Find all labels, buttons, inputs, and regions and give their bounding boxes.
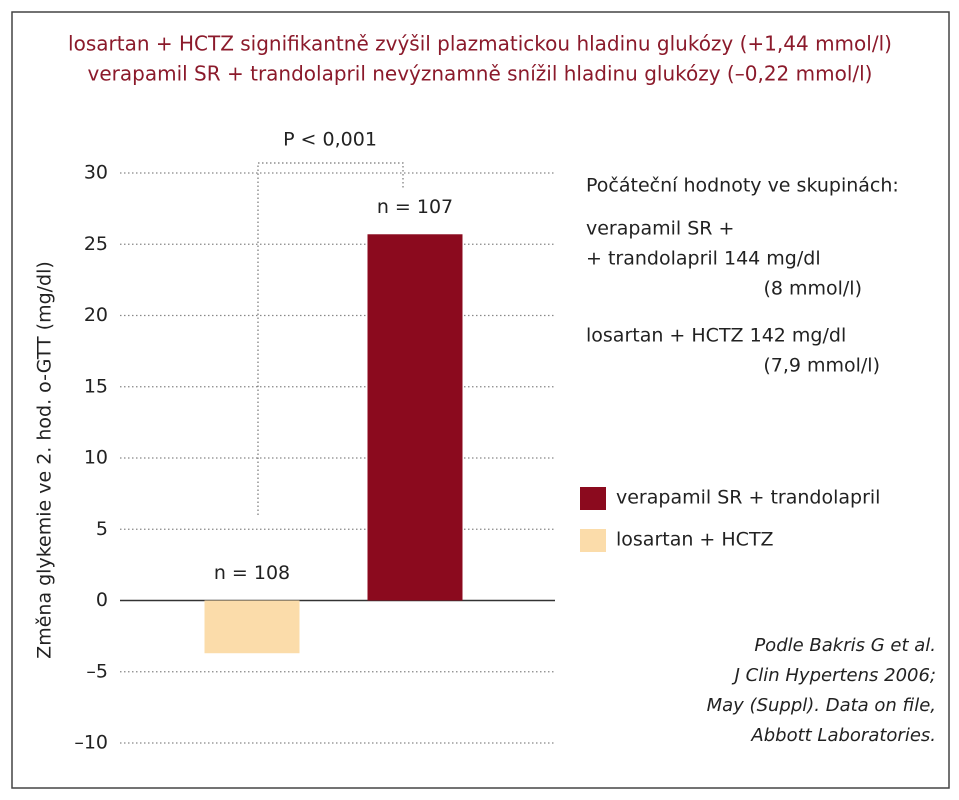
y-tick-label: 20	[84, 304, 108, 326]
y-tick-label: 25	[84, 233, 108, 255]
y-tick-label: 0	[96, 589, 108, 611]
legend-label: losartan + HCTZ	[616, 529, 774, 551]
bar	[204, 600, 300, 654]
y-tick-label: 30	[84, 162, 108, 184]
y-tick-label: 15	[84, 375, 108, 397]
source: Podle Bakris G et al.	[754, 635, 936, 656]
y-axis-label: Změna glykemie ve 2. hod. o-GTT (mg/dl)	[34, 261, 56, 659]
legend-swatch	[580, 529, 606, 552]
y-tick-label: 10	[84, 447, 108, 469]
side-note: Počáteční hodnoty ve skupinách:	[586, 175, 899, 197]
chart-title: losartan + HCTZ signifikantně zvýšil pla…	[68, 32, 892, 56]
source: J Clin Hypertens 2006;	[732, 665, 936, 686]
source: May (Suppl). Data on file,	[707, 695, 936, 716]
bar	[367, 234, 463, 601]
y-tick-label: 5	[96, 518, 108, 540]
legend-swatch	[580, 487, 606, 510]
y-tick-label: –5	[86, 660, 108, 682]
frame	[11, 11, 950, 789]
side-note: (7,9 mmol/l)	[763, 355, 880, 377]
legend-label: verapamil SR + trandolapril	[616, 487, 880, 509]
side-note: + trandolapril 144 mg/dl	[586, 248, 821, 270]
chart-title: verapamil SR + trandolapril nevýznamně s…	[88, 62, 873, 86]
bar-annotation: n = 108	[214, 562, 290, 584]
side-note: (8 mmol/l)	[763, 278, 862, 300]
significance-label: P < 0,001	[283, 129, 377, 151]
source: Abbott Laboratories.	[750, 725, 936, 746]
side-note: losartan + HCTZ 142 mg/dl	[586, 325, 846, 347]
bar-annotation: n = 107	[377, 196, 453, 218]
side-note: verapamil SR +	[586, 218, 734, 240]
significance-bracket	[257, 162, 404, 515]
y-tick-label: –10	[74, 732, 108, 754]
